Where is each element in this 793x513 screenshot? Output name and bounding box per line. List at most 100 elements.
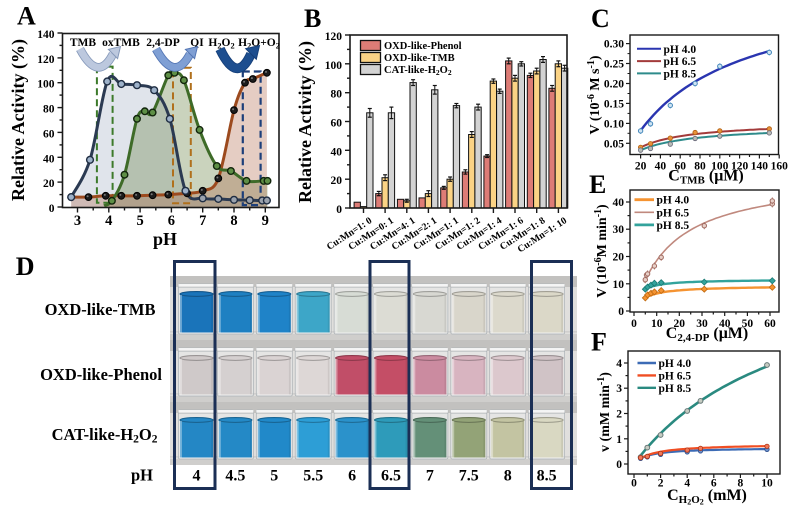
svg-text:0: 0 [336, 204, 342, 216]
svg-text:QI: QI [190, 37, 204, 49]
svg-text:oxTMB: oxTMB [102, 37, 140, 49]
svg-text:6.5: 6.5 [381, 468, 401, 485]
svg-text:pH 6.5: pH 6.5 [659, 370, 692, 382]
svg-text:8: 8 [738, 478, 744, 490]
svg-text:7.5: 7.5 [459, 468, 479, 485]
svg-text:100: 100 [711, 161, 729, 173]
svg-text:6: 6 [711, 478, 717, 490]
svg-text:F: F [591, 328, 607, 357]
svg-text:140: 140 [37, 29, 55, 41]
svg-text:30: 30 [696, 318, 708, 330]
svg-text:pH 6.5: pH 6.5 [657, 207, 690, 219]
svg-text:6: 6 [348, 468, 356, 485]
svg-text:30: 30 [613, 224, 625, 236]
svg-text:V (10-6M min-1): V (10-6M min-1) [593, 204, 610, 298]
svg-text:0.10: 0.10 [604, 118, 624, 130]
svg-text:TMB: TMB [70, 37, 97, 49]
svg-text:OXD-like-TMB: OXD-like-TMB [45, 300, 156, 319]
svg-text:5: 5 [136, 213, 143, 229]
svg-text:160: 160 [771, 161, 789, 173]
svg-text:pH 8.5: pH 8.5 [659, 383, 692, 395]
svg-text:pH 8.5: pH 8.5 [657, 220, 690, 232]
svg-text:3: 3 [74, 213, 81, 229]
svg-text:pH 8.5: pH 8.5 [664, 68, 697, 80]
svg-text:A: A [17, 2, 36, 31]
svg-text:0: 0 [631, 478, 637, 490]
svg-text:80: 80 [43, 104, 55, 116]
svg-text:60: 60 [43, 128, 55, 140]
svg-text:0.20: 0.20 [604, 79, 624, 91]
svg-text:8: 8 [230, 213, 237, 229]
svg-text:4: 4 [193, 468, 201, 485]
svg-text:80: 80 [694, 161, 706, 173]
svg-text:20: 20 [635, 161, 647, 173]
svg-text:CAT-like-H2O2: CAT-like-H2O2 [52, 425, 158, 446]
svg-text:C: C [591, 4, 610, 33]
svg-text:6: 6 [168, 213, 175, 229]
svg-text:60: 60 [331, 118, 343, 130]
svg-text:40: 40 [331, 146, 343, 158]
svg-text:5: 5 [270, 468, 278, 485]
svg-text:50: 50 [742, 318, 754, 330]
svg-text:0: 0 [618, 306, 624, 318]
svg-text:pH 6.5: pH 6.5 [664, 56, 697, 68]
svg-text:B: B [304, 4, 321, 33]
svg-text:Relative Activity (%): Relative Activity (%) [295, 41, 316, 203]
svg-text:pH: pH [153, 229, 177, 249]
svg-text:60: 60 [674, 161, 686, 173]
svg-text:8.5: 8.5 [537, 468, 557, 485]
svg-text:100: 100 [37, 79, 55, 91]
svg-text:7: 7 [199, 213, 206, 229]
svg-text:H2O2: H2O2 [208, 37, 234, 51]
svg-text:40: 40 [613, 197, 625, 209]
svg-text:OXD-like-Phenol: OXD-like-Phenol [40, 365, 162, 384]
svg-text:0.05: 0.05 [604, 138, 624, 150]
svg-text:10: 10 [761, 478, 773, 490]
svg-text:pH 4.0: pH 4.0 [657, 195, 690, 207]
svg-text:V (10-6 M s-1): V (10-6 M s-1) [586, 55, 603, 134]
svg-text:20: 20 [674, 318, 686, 330]
svg-text:7: 7 [426, 468, 434, 485]
svg-text:80: 80 [331, 89, 343, 101]
svg-text:pH: pH [131, 466, 153, 485]
svg-text:9: 9 [262, 213, 269, 229]
svg-text:D: D [16, 252, 35, 281]
svg-text:10: 10 [613, 279, 625, 291]
svg-text:CTMB (μM): CTMB (μM) [668, 168, 743, 187]
svg-text:OXD-like-TMB: OXD-like-TMB [384, 53, 455, 64]
svg-text:40: 40 [719, 318, 731, 330]
svg-text:4: 4 [616, 358, 622, 370]
svg-text:40: 40 [655, 161, 667, 173]
svg-text:0.25: 0.25 [604, 59, 624, 71]
svg-text:60: 60 [764, 318, 776, 330]
svg-text:20: 20 [613, 252, 625, 264]
svg-text:5.5: 5.5 [303, 468, 323, 485]
svg-text:120: 120 [37, 54, 55, 66]
svg-text:8: 8 [504, 468, 512, 485]
svg-text:120: 120 [325, 31, 343, 43]
svg-text:4.5: 4.5 [225, 468, 245, 485]
svg-text:3: 3 [616, 383, 622, 395]
svg-text:Relative Activity (%): Relative Activity (%) [8, 39, 29, 201]
svg-text:CAT-like-H2O2: CAT-like-H2O2 [384, 65, 452, 77]
svg-text:0.30: 0.30 [604, 39, 624, 51]
svg-text:100: 100 [325, 60, 343, 72]
svg-text:0: 0 [616, 459, 622, 471]
svg-text:40: 40 [43, 153, 55, 165]
svg-text:4: 4 [105, 213, 112, 229]
svg-text:pH 4.0: pH 4.0 [664, 44, 697, 56]
svg-text:v (mM min-1): v (mM min-1) [596, 372, 613, 452]
svg-text:140: 140 [751, 161, 769, 173]
svg-text:0: 0 [49, 203, 55, 215]
svg-text:20: 20 [331, 175, 343, 187]
svg-text:10: 10 [651, 318, 663, 330]
svg-text:4: 4 [684, 478, 690, 490]
svg-text:1: 1 [616, 434, 622, 446]
svg-text:20: 20 [43, 178, 55, 190]
svg-text:2,4-DP: 2,4-DP [146, 37, 180, 49]
svg-text:120: 120 [731, 161, 749, 173]
svg-text:2: 2 [658, 478, 664, 490]
svg-text:0.15: 0.15 [604, 98, 624, 110]
svg-text:pH 4.0: pH 4.0 [659, 358, 692, 370]
svg-text:OXD-like-Phenol: OXD-like-Phenol [384, 41, 462, 52]
